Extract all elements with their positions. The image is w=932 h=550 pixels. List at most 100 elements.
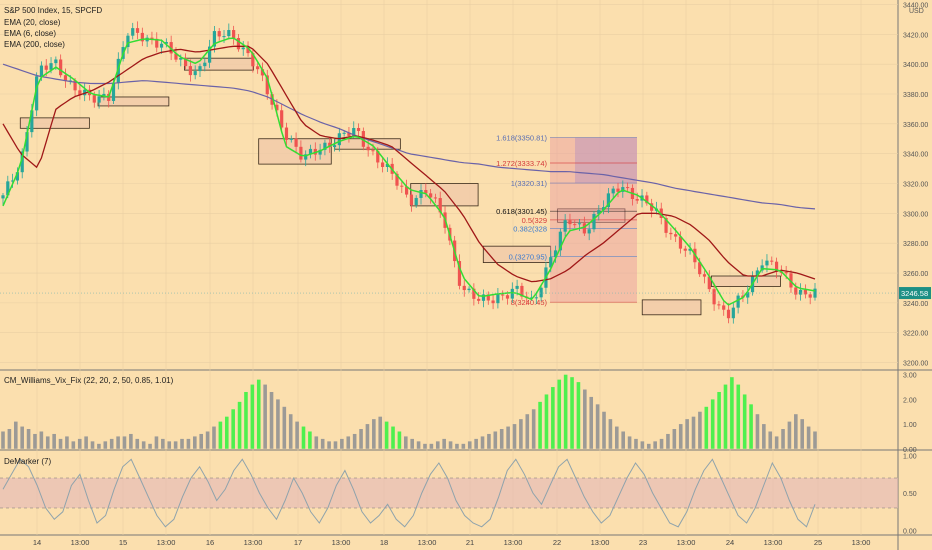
price-tick-label: 3360.00 — [903, 122, 928, 129]
vix-bar — [775, 436, 779, 448]
candle-body — [419, 190, 422, 198]
vix-bar — [135, 439, 139, 449]
vix-bar — [474, 439, 478, 449]
candle-body — [371, 150, 374, 151]
vix-bar — [72, 441, 76, 448]
time-tick-label: 17 — [294, 538, 302, 547]
time-tick-label: 13:00 — [504, 538, 523, 547]
vix-bar — [231, 409, 235, 449]
candle-body — [381, 162, 384, 167]
candle-body — [290, 139, 293, 140]
vix-bar — [513, 424, 517, 449]
vix-bar — [468, 441, 472, 448]
vix-bar — [321, 439, 325, 449]
vix-bar — [340, 439, 344, 449]
time-tick-label: 13:00 — [71, 538, 90, 547]
vix-bar — [334, 441, 338, 448]
candle-body — [256, 66, 259, 69]
vix-bar — [167, 441, 171, 448]
candle-body — [463, 286, 466, 290]
vix-bar — [768, 431, 772, 448]
vix-bar — [142, 441, 146, 448]
time-tick-label: 22 — [553, 538, 561, 547]
fib-level-label: 1(3320.31) — [511, 179, 548, 188]
time-tick-label: 16 — [206, 538, 214, 547]
vix-bar — [525, 414, 529, 449]
vix-bar — [40, 431, 44, 448]
vix-bar — [724, 385, 728, 449]
vix-bar — [736, 385, 740, 449]
candle-body — [160, 44, 163, 48]
candle-body — [227, 30, 230, 36]
vix-bar — [251, 385, 255, 449]
vix-bar — [65, 436, 69, 448]
vix-bar — [199, 434, 203, 449]
candle-body — [97, 96, 100, 102]
candle-body — [242, 48, 245, 50]
candle-body — [194, 71, 197, 75]
price-tick-label: 3420.00 — [903, 32, 928, 39]
candle-body — [1, 195, 4, 198]
time-tick-label: 13:00 — [677, 538, 696, 547]
time-tick-label: 13:00 — [764, 538, 783, 547]
candle-body — [189, 66, 192, 75]
vix-bar — [615, 427, 619, 449]
vix-bar — [487, 434, 491, 449]
time-tick-label: 18 — [380, 538, 388, 547]
candle-body — [578, 223, 581, 224]
candle-body — [491, 300, 494, 303]
vix-bar — [481, 436, 485, 448]
vix-bar — [225, 417, 229, 449]
candle-body — [232, 30, 235, 38]
candle-body — [765, 261, 768, 266]
vix-bar — [621, 431, 625, 448]
candle-body — [343, 133, 346, 134]
vix-bar — [378, 417, 382, 449]
vix-bar — [653, 441, 657, 448]
candle-body — [535, 297, 538, 298]
vix-bar — [436, 441, 440, 448]
vix-bar — [813, 431, 817, 448]
candle-body — [218, 31, 221, 36]
vix-bar — [404, 436, 408, 448]
vix-bar — [417, 441, 421, 448]
candle-body — [583, 223, 586, 233]
candle-body — [501, 295, 504, 296]
fib-shade-upper — [575, 138, 637, 184]
vix-bar — [545, 394, 549, 448]
vix-bar — [103, 441, 107, 448]
vix-bar — [717, 392, 721, 449]
vix-bar — [353, 434, 357, 449]
vix-bar — [800, 419, 804, 449]
vix-bar — [692, 417, 696, 449]
price-tick-label: 3240.00 — [903, 301, 928, 308]
candle-body — [785, 272, 788, 273]
vix-bar — [538, 402, 542, 449]
time-tick-label: 13:00 — [418, 538, 437, 547]
vix-bar — [685, 419, 689, 449]
candle-body — [410, 195, 413, 205]
candle-body — [299, 147, 302, 160]
candle-body — [294, 139, 297, 147]
demarker-tick-label: 0.50 — [903, 491, 917, 498]
candle-body — [40, 66, 43, 77]
vix-bar — [193, 436, 197, 448]
candle-body — [203, 63, 206, 66]
indicator-ema200-label: EMA (200, close) — [4, 40, 65, 49]
candle-body — [722, 305, 725, 309]
vix-bar — [302, 427, 306, 449]
candle-body — [367, 147, 370, 150]
vix-bar — [570, 377, 574, 449]
time-tick-label: 23 — [639, 538, 647, 547]
vix-bar — [583, 390, 587, 449]
candle-body — [684, 249, 687, 251]
candle-body — [496, 295, 499, 304]
vix-bar — [711, 399, 715, 448]
vix-bar — [673, 429, 677, 449]
vix-bar — [781, 429, 785, 449]
time-tick-label: 13:00 — [852, 538, 871, 547]
vix-bar — [33, 434, 37, 449]
time-tick-label: 13:00 — [157, 538, 176, 547]
price-tick-label: 3300.00 — [903, 211, 928, 218]
